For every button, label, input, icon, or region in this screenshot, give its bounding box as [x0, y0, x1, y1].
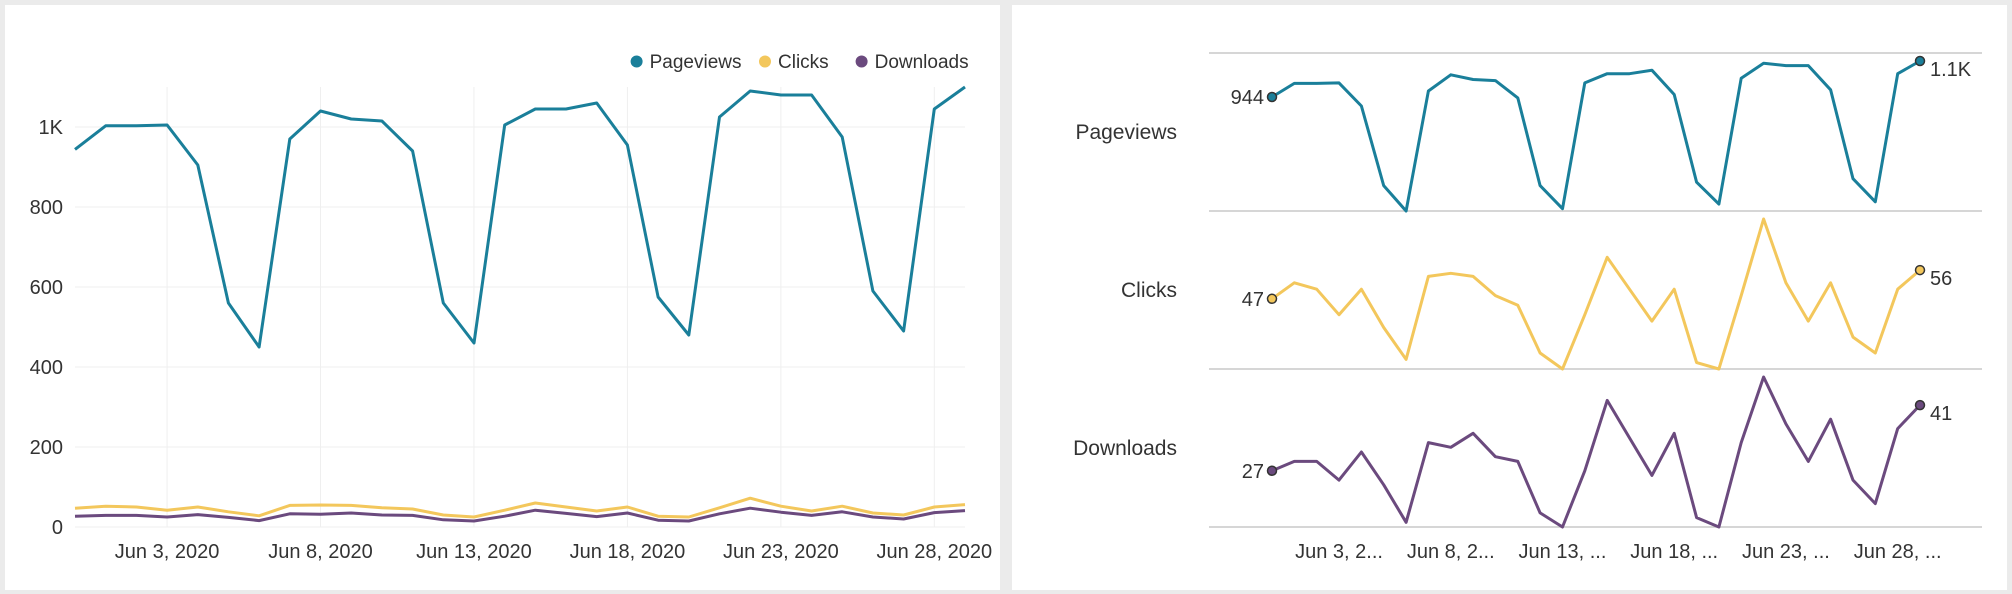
x-tick-label: Jun 13, 2020	[416, 541, 532, 563]
first-value-label: 944	[1231, 87, 1264, 109]
x-tick-label: Jun 3, 2...	[1295, 541, 1383, 563]
row-pageviews: Pageviews 944 1.1K	[1075, 55, 1972, 213]
y-tick-label: 800	[30, 197, 63, 219]
series-lines	[74, 85, 966, 523]
last-point-marker	[1914, 55, 1926, 67]
last-value-label: 1.1K	[1930, 59, 1972, 81]
first-point-marker	[1266, 91, 1278, 103]
grid	[75, 87, 965, 528]
legend-marker-clicks	[759, 55, 771, 68]
last-point-marker	[1914, 264, 1926, 276]
y-tick-label: 600	[30, 277, 63, 299]
y-tick-label: 400	[30, 357, 63, 379]
series-line-downloads	[74, 506, 966, 523]
x-axis-ticks: Jun 3, 2... Jun 8, 2... Jun 13, ... Jun 18,…	[1295, 541, 1941, 563]
y-axis-ticks: 0 200 400 600 800 1K	[30, 117, 64, 539]
x-tick-label: Jun 23, 2020	[723, 541, 839, 563]
row-clicks: Clicks 47 56	[1121, 217, 1952, 371]
first-value-label: 47	[1242, 289, 1264, 311]
row-line-clicks	[1271, 217, 1921, 371]
last-value-label: 41	[1930, 403, 1952, 425]
row-line-downloads	[1271, 375, 1922, 529]
series-rows: Pageviews 944 1.1K Clicks 47 56 Downloads 27 41	[1073, 55, 1972, 529]
legend-marker-pageviews	[630, 55, 643, 68]
row-downloads: Downloads 27 41	[1073, 375, 1952, 529]
first-point-marker	[1266, 293, 1278, 305]
x-tick-label: Jun 8, 2...	[1407, 541, 1495, 563]
legend: Downloads Clicks Pageviews	[630, 52, 969, 73]
y-tick-label: 200	[30, 437, 63, 459]
x-tick-label: Jun 18, 2020	[570, 541, 686, 563]
x-tick-label: Jun 18, ...	[1630, 541, 1718, 563]
row-label-clicks: Clicks	[1121, 279, 1177, 302]
row-label-downloads: Downloads	[1073, 437, 1177, 460]
y-tick-label: 0	[52, 517, 63, 539]
x-tick-label: Jun 28, 2020	[876, 541, 992, 563]
chart-panel-left: 0 200 400 600 800 1K Jun 3, 2020 Jun 8, 2020 Ju…	[5, 5, 1000, 590]
legend-label-pageviews: Pageviews	[650, 52, 742, 73]
x-tick-label: Jun 13, ...	[1519, 541, 1607, 563]
legend-marker-downloads	[855, 55, 868, 68]
row-line-pageviews	[1271, 59, 1921, 213]
last-point-marker	[1914, 399, 1926, 411]
series-line-clicks	[74, 496, 966, 519]
series-line-pageviews	[74, 85, 966, 349]
chart-panel-right: Pageviews 944 1.1K Clicks 47 56 Downloads 27 41 …	[1012, 5, 2007, 590]
x-axis-ticks: Jun 3, 2020 Jun 8, 2020 Jun 13, 2020 Jun 18…	[115, 541, 992, 563]
legend-label-clicks: Clicks	[778, 52, 829, 73]
x-tick-label: Jun 23, ...	[1742, 541, 1830, 563]
x-tick-label: Jun 28, ...	[1854, 541, 1942, 563]
last-value-label: 56	[1930, 268, 1952, 290]
first-point-marker	[1266, 465, 1278, 476]
row-label-pageviews: Pageviews	[1075, 121, 1177, 144]
grid	[1209, 52, 1982, 528]
x-tick-label: Jun 8, 2020	[268, 541, 373, 563]
first-value-label: 27	[1242, 461, 1264, 483]
x-tick-label: Jun 3, 2020	[115, 541, 220, 563]
legend-label-downloads: Downloads	[875, 52, 969, 73]
y-tick-label: 1K	[39, 117, 64, 139]
